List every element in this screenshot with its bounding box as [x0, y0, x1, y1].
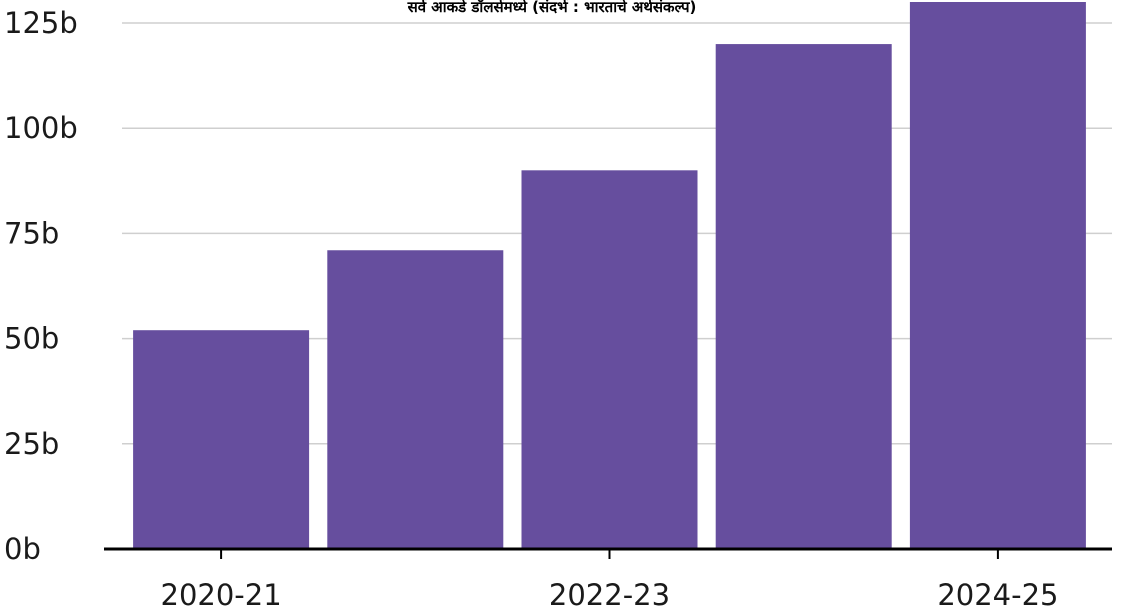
bar-2023-24 — [715, 44, 892, 549]
bar-2024-25 — [909, 2, 1086, 549]
y-tick-label: 0b — [4, 532, 41, 566]
y-tick-label: 50b — [4, 322, 59, 356]
axes: 0b 25b 50b 75b 100b 125b 2020-21 2022-23 2024-25 — [4, 6, 1112, 611]
bar-2022-23 — [521, 170, 698, 550]
x-tick-label: 2020-21 — [161, 578, 282, 611]
x-tick-label: 2022-23 — [549, 578, 670, 611]
bar-2020-21 — [133, 330, 310, 549]
y-tick-label: 25b — [4, 427, 59, 461]
bar-2021-22 — [327, 250, 504, 549]
x-tick-label: 2024-25 — [937, 578, 1058, 611]
y-tick-label: 75b — [4, 216, 59, 250]
bars — [133, 2, 1086, 550]
y-tick-label: 125b — [4, 6, 78, 40]
chart-subtitle: सर्व आकडे डॉलर्समध्ये (संदर्भ : भारताचे … — [407, 0, 697, 16]
y-tick-label: 100b — [4, 111, 78, 145]
